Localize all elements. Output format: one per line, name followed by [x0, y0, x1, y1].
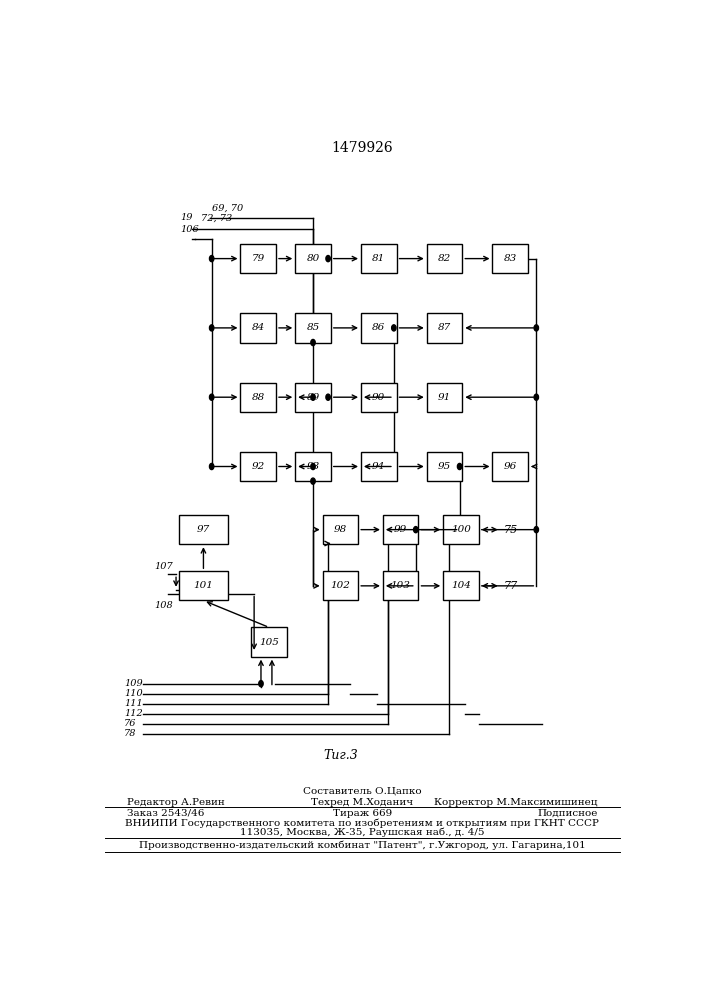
Text: 82: 82	[438, 254, 451, 263]
Bar	[322, 571, 358, 600]
Bar	[240, 452, 276, 481]
Bar	[240, 313, 276, 343]
Bar	[427, 452, 462, 481]
Circle shape	[457, 463, 462, 470]
Circle shape	[534, 325, 539, 331]
Text: 87: 87	[438, 323, 451, 332]
Text: 89: 89	[306, 393, 320, 402]
Text: 92: 92	[252, 462, 265, 471]
Circle shape	[326, 394, 330, 400]
Text: Редактор А.Ревин: Редактор А.Ревин	[127, 798, 225, 807]
Bar	[443, 571, 479, 600]
Text: 85: 85	[306, 323, 320, 332]
Circle shape	[209, 463, 214, 470]
Text: 76: 76	[124, 719, 136, 728]
Text: 80: 80	[306, 254, 320, 263]
Text: 110: 110	[124, 689, 143, 698]
Text: 102: 102	[330, 581, 351, 590]
Circle shape	[534, 527, 539, 533]
Bar	[383, 571, 419, 600]
Text: Производственно-издательский комбинат "Патент", г.Ужгород, ул. Гагарина,101: Производственно-издательский комбинат "П…	[139, 841, 585, 850]
Bar	[427, 313, 462, 343]
Circle shape	[259, 681, 263, 687]
Bar	[361, 383, 397, 412]
Bar	[240, 383, 276, 412]
Text: 69, 70: 69, 70	[211, 203, 243, 212]
Text: 101: 101	[194, 581, 214, 590]
Bar	[252, 627, 287, 657]
Circle shape	[311, 463, 315, 470]
Text: 113035, Москва, Ж-35, Раушская наб., д. 4/5: 113035, Москва, Ж-35, Раушская наб., д. …	[240, 828, 484, 837]
Bar	[361, 452, 397, 481]
Text: 95: 95	[438, 462, 451, 471]
Circle shape	[209, 256, 214, 262]
Bar	[427, 383, 462, 412]
Bar	[240, 244, 276, 273]
Text: Тираж 669: Тираж 669	[333, 808, 392, 818]
Circle shape	[311, 394, 315, 400]
Bar	[296, 383, 331, 412]
Text: 78: 78	[124, 729, 136, 738]
Bar	[296, 452, 331, 481]
Text: Составитель О.Цапко: Составитель О.Цапко	[303, 787, 421, 796]
Bar	[443, 515, 479, 544]
Bar	[361, 313, 397, 343]
Text: 90: 90	[372, 393, 385, 402]
Bar	[493, 244, 528, 273]
Circle shape	[326, 256, 330, 262]
Text: 96: 96	[503, 462, 517, 471]
Text: 100: 100	[451, 525, 471, 534]
Text: 19: 19	[180, 213, 193, 222]
Bar	[296, 244, 331, 273]
Text: 109: 109	[124, 679, 143, 688]
Text: 103: 103	[391, 581, 411, 590]
Text: Техред М.Ходанич: Техред М.Ходанич	[311, 798, 414, 807]
Circle shape	[209, 325, 214, 331]
Bar	[179, 515, 228, 544]
Text: Заказ 2543/46: Заказ 2543/46	[127, 808, 204, 818]
Text: 94: 94	[372, 462, 385, 471]
Circle shape	[311, 339, 315, 346]
Text: Τиг.3: Τиг.3	[323, 749, 358, 762]
Text: 72, 73: 72, 73	[201, 213, 232, 222]
Text: 75: 75	[503, 525, 518, 535]
Bar	[493, 452, 528, 481]
Text: 1479926: 1479926	[332, 141, 393, 155]
Text: 84: 84	[252, 323, 265, 332]
Circle shape	[392, 325, 396, 331]
Text: Подписное: Подписное	[537, 808, 598, 818]
Text: 91: 91	[438, 393, 451, 402]
Text: 99: 99	[394, 525, 407, 534]
Text: 107: 107	[154, 562, 173, 571]
Circle shape	[311, 478, 315, 484]
Bar	[383, 515, 419, 544]
Text: 112: 112	[124, 709, 143, 718]
Text: 86: 86	[372, 323, 385, 332]
Text: 104: 104	[451, 581, 471, 590]
Text: 93: 93	[306, 462, 320, 471]
Bar	[179, 571, 228, 600]
Circle shape	[534, 394, 539, 400]
Circle shape	[414, 527, 418, 533]
Text: 97: 97	[197, 525, 210, 534]
Circle shape	[209, 394, 214, 400]
Bar	[361, 244, 397, 273]
Text: 98: 98	[334, 525, 347, 534]
Text: 105: 105	[259, 638, 279, 647]
Text: 79: 79	[252, 254, 265, 263]
Text: 88: 88	[252, 393, 265, 402]
Text: 111: 111	[124, 699, 143, 708]
Bar	[322, 515, 358, 544]
Bar	[296, 313, 331, 343]
Text: 83: 83	[503, 254, 517, 263]
Text: ВНИИПИ Государственного комитета по изобретениям и открытиям при ГКНТ СССР: ВНИИПИ Государственного комитета по изоб…	[125, 818, 600, 828]
Text: 108: 108	[154, 601, 173, 610]
Text: 81: 81	[372, 254, 385, 263]
Text: 77: 77	[503, 581, 518, 591]
Text: 106: 106	[180, 225, 199, 234]
Bar	[427, 244, 462, 273]
Text: Корректор М.Максимишинец: Корректор М.Максимишинец	[434, 798, 598, 807]
